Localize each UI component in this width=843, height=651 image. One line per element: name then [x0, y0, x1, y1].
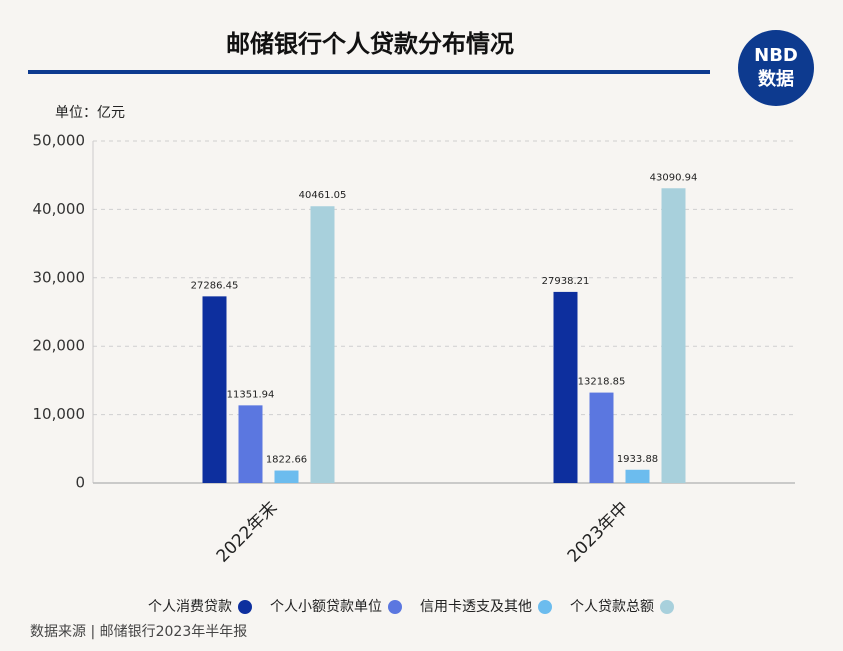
- x-tick-label: 2023年中: [564, 498, 633, 567]
- data-label: 40461.05: [299, 190, 347, 201]
- legend-swatch: [660, 600, 674, 614]
- data-label: 11351.94: [227, 389, 275, 400]
- legend-label: 信用卡透支及其他: [420, 599, 532, 615]
- bar: [202, 296, 227, 483]
- data-label: 27286.45: [191, 280, 239, 291]
- legend-label: 个人小额贷款单位: [270, 599, 382, 615]
- logo-text: 数据: [758, 68, 794, 90]
- y-tick-label: 40,000: [33, 200, 86, 218]
- y-tick-label: 0: [75, 474, 85, 492]
- bar: [625, 469, 650, 483]
- unit-label: 单位：亿元: [55, 105, 125, 121]
- legend-label: 个人贷款总额: [570, 599, 654, 615]
- source-note: 数据来源 | 邮储银行2023年半年报: [30, 624, 247, 640]
- bar: [661, 188, 686, 483]
- y-tick-label: 30,000: [33, 268, 86, 286]
- y-tick-label: 20,000: [33, 337, 86, 355]
- legend-swatch: [538, 600, 552, 614]
- bar: [553, 291, 578, 483]
- bar: [238, 405, 263, 483]
- data-label: 43090.94: [650, 172, 698, 183]
- legend-swatch: [238, 600, 252, 614]
- y-tick-label: 10,000: [33, 405, 86, 423]
- chart-title: 邮储银行个人贷款分布情况: [226, 30, 514, 58]
- logo-text: NBD: [754, 45, 798, 66]
- bar: [274, 470, 299, 483]
- data-label: 1822.66: [266, 455, 307, 466]
- data-label: 13218.85: [578, 377, 626, 388]
- legend-label: 个人消费贷款: [148, 599, 232, 615]
- data-label: 27938.21: [542, 276, 590, 287]
- y-tick-label: 50,000: [33, 132, 86, 150]
- bar: [589, 392, 614, 483]
- x-tick-label: 2022年末: [213, 498, 282, 567]
- logo: [738, 30, 814, 106]
- title-rule: [28, 70, 710, 74]
- data-label: 1933.88: [617, 454, 658, 465]
- legend-swatch: [388, 600, 402, 614]
- bar: [310, 206, 335, 484]
